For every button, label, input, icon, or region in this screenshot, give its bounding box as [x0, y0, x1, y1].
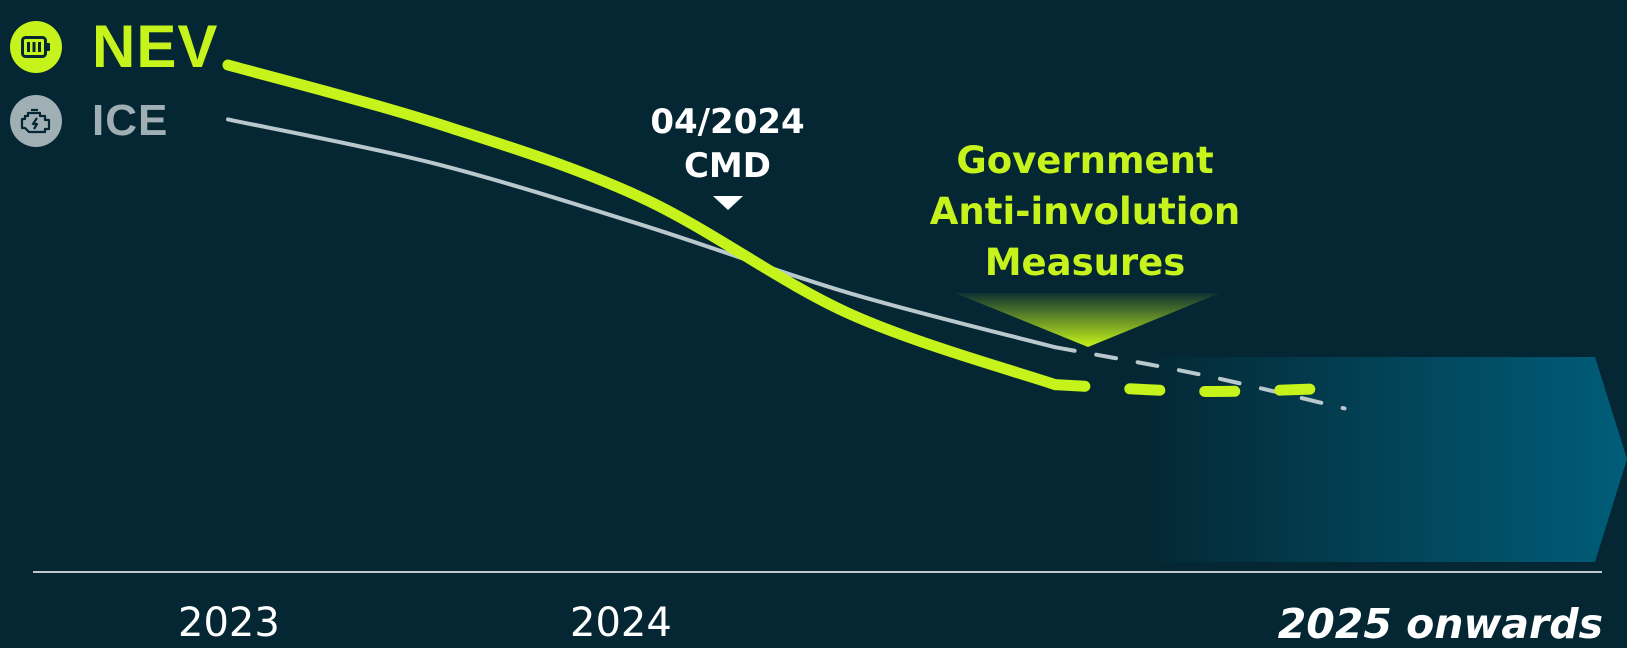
- series-line-ice: [226, 117, 1057, 350]
- x-tick-label: 2024: [570, 600, 672, 646]
- cmd-date: 04/2024: [650, 102, 805, 142]
- battery-icon: [10, 20, 62, 73]
- engine-icon: [10, 95, 62, 147]
- government-annotation: Government Anti-involution Measures: [915, 135, 1255, 288]
- legend-ice-label: ICE: [92, 96, 169, 145]
- legend-nev-label: NEV: [92, 13, 219, 80]
- cmd-label: CMD: [683, 146, 771, 186]
- legend-nev: NEV: [10, 12, 218, 81]
- series-layer: [222, 59, 1350, 411]
- cmd-annotation: 04/2024 CMD: [620, 100, 835, 188]
- government-spotlight: [955, 293, 1220, 347]
- x-tick-label: 2025 onwards: [1277, 600, 1603, 648]
- forecast-arrow-band: [1140, 357, 1627, 562]
- series-forecast-nev: [1049, 379, 1350, 397]
- government-line-1: Government: [956, 139, 1214, 182]
- government-line-2: Anti-involution: [929, 190, 1241, 233]
- series-line-nev: [222, 59, 1061, 391]
- legend-ice: ICE: [10, 95, 168, 147]
- cmd-marker: [713, 196, 743, 210]
- series-forecast-ice: [1053, 345, 1347, 411]
- government-line-3: Measures: [984, 241, 1186, 284]
- x-tick-label: 2023: [178, 600, 280, 646]
